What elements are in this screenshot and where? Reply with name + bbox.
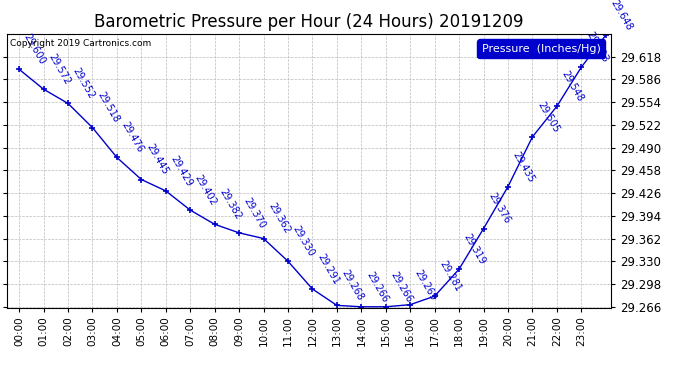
Pressure  (Inches/Hg) xyxy=(64,101,72,106)
Text: 29.603: 29.603 xyxy=(584,30,610,64)
Pressure  (Inches/Hg) xyxy=(161,189,170,193)
Pressure  (Inches/Hg) xyxy=(259,236,268,241)
Text: 29.572: 29.572 xyxy=(46,52,72,86)
Pressure  (Inches/Hg) xyxy=(382,304,390,309)
Line: Pressure  (Inches/Hg): Pressure (Inches/Hg) xyxy=(16,32,609,310)
Pressure  (Inches/Hg) xyxy=(333,303,341,307)
Pressure  (Inches/Hg) xyxy=(431,294,439,298)
Title: Barometric Pressure per Hour (24 Hours) 20191209: Barometric Pressure per Hour (24 Hours) … xyxy=(94,13,524,31)
Pressure  (Inches/Hg) xyxy=(406,302,415,307)
Text: 29.268: 29.268 xyxy=(339,268,365,303)
Pressure  (Inches/Hg) xyxy=(504,184,512,189)
Pressure  (Inches/Hg) xyxy=(480,226,488,231)
Pressure  (Inches/Hg) xyxy=(112,155,121,160)
Text: 29.269: 29.269 xyxy=(413,267,439,302)
Pressure  (Inches/Hg) xyxy=(15,67,23,72)
Text: 29.291: 29.291 xyxy=(315,252,341,286)
Text: 29.648: 29.648 xyxy=(609,0,634,32)
Pressure  (Inches/Hg) xyxy=(284,259,292,264)
Text: 29.266: 29.266 xyxy=(364,270,390,304)
Text: 29.382: 29.382 xyxy=(217,187,243,222)
Text: 29.600: 29.600 xyxy=(22,32,48,66)
Text: 29.476: 29.476 xyxy=(119,120,146,155)
Text: 29.362: 29.362 xyxy=(266,201,292,236)
Pressure  (Inches/Hg) xyxy=(39,87,48,92)
Text: 29.445: 29.445 xyxy=(144,142,170,177)
Text: 29.330: 29.330 xyxy=(290,224,316,258)
Pressure  (Inches/Hg) xyxy=(455,267,463,272)
Text: 29.376: 29.376 xyxy=(486,192,512,226)
Text: 29.429: 29.429 xyxy=(168,154,194,188)
Pressure  (Inches/Hg) xyxy=(137,177,146,182)
Pressure  (Inches/Hg) xyxy=(186,208,195,212)
Text: 29.281: 29.281 xyxy=(437,259,463,293)
Legend: Pressure  (Inches/Hg): Pressure (Inches/Hg) xyxy=(477,39,605,58)
Pressure  (Inches/Hg) xyxy=(553,104,561,108)
Pressure  (Inches/Hg) xyxy=(88,125,97,130)
Pressure  (Inches/Hg) xyxy=(602,33,610,38)
Pressure  (Inches/Hg) xyxy=(235,231,244,235)
Text: 29.548: 29.548 xyxy=(560,69,585,104)
Pressure  (Inches/Hg) xyxy=(357,304,366,309)
Text: 29.552: 29.552 xyxy=(71,66,97,100)
Text: 29.435: 29.435 xyxy=(511,150,536,184)
Text: 29.370: 29.370 xyxy=(242,196,268,230)
Text: 29.319: 29.319 xyxy=(462,232,487,266)
Pressure  (Inches/Hg) xyxy=(577,65,585,69)
Pressure  (Inches/Hg) xyxy=(308,287,317,291)
Text: 29.402: 29.402 xyxy=(193,173,219,207)
Text: 29.505: 29.505 xyxy=(535,100,561,134)
Pressure  (Inches/Hg) xyxy=(529,135,537,139)
Pressure  (Inches/Hg) xyxy=(210,222,219,226)
Text: 29.266: 29.266 xyxy=(388,270,414,304)
Text: 29.518: 29.518 xyxy=(95,90,121,125)
Text: Copyright 2019 Cartronics.com: Copyright 2019 Cartronics.com xyxy=(10,39,151,48)
